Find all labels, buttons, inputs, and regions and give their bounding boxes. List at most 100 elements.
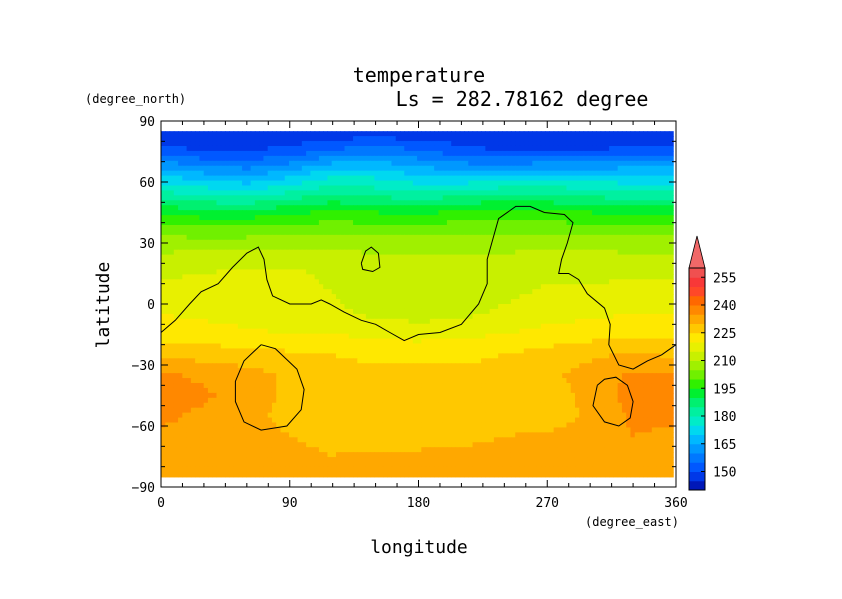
heatmap-cell [549,279,555,285]
heatmap-cell [592,224,597,231]
heatmap-cell [455,289,461,295]
heatmap-cell [421,141,427,147]
heatmap-cell [557,195,563,201]
heatmap-cell [639,180,644,187]
heatmap-cell [429,254,435,261]
heatmap-cell [626,308,632,315]
heatmap-cell [190,239,196,246]
heatmap-cell [280,180,286,187]
heatmap-cell [579,244,585,251]
heatmap-cell [412,308,418,315]
heatmap-cell [417,180,422,187]
heatmap-cell [182,136,188,142]
heatmap-cell [216,323,222,330]
heatmap-cell [660,249,666,256]
heatmap-cell [353,284,358,290]
heatmap-cell [485,131,491,137]
heatmap-cell [203,145,209,152]
heatmap-cell [357,205,363,211]
heatmap-cell [173,180,179,187]
heatmap-cell [425,259,431,266]
heatmap-cell [169,160,175,167]
heatmap-cell [596,313,602,320]
heatmap-cell [455,155,461,162]
heatmap-cell [455,254,461,261]
heatmap-cell [335,244,341,251]
heatmap-cell [169,318,175,325]
heatmap-cell [502,220,508,226]
heatmap-cell [498,170,504,177]
heatmap-cell [579,145,585,152]
heatmap-cell [468,150,474,157]
heatmap-cell [173,229,179,236]
heatmap-cell [442,313,448,320]
heatmap-cell [387,254,393,261]
heatmap-cell [442,205,448,211]
heatmap-cell [404,249,410,256]
heatmap-cell [331,313,337,320]
heatmap-cell [225,145,230,152]
heatmap-cell [365,155,371,162]
heatmap-cell [634,175,640,182]
heatmap-cell [523,195,529,201]
heatmap-cell [254,279,260,285]
heatmap-cell [395,279,401,285]
heatmap-cell [378,170,384,177]
heatmap-cell [630,224,636,231]
heatmap-cell [365,136,371,142]
heatmap-cell [510,165,516,172]
heatmap-cell [604,289,610,295]
heatmap-cell [220,244,226,251]
heatmap-cell [229,195,235,201]
heatmap-cell [395,264,401,271]
heatmap-cell [353,220,358,226]
heatmap-cell [220,195,226,201]
heatmap-cell [327,215,333,221]
heatmap-cell [545,234,550,241]
heatmap-cell [374,308,380,315]
heatmap-cell [382,328,388,335]
heatmap-cell [165,145,171,152]
heatmap-cell [438,259,444,266]
heatmap-cell [242,239,247,246]
heatmap-cell [314,141,320,147]
heatmap-cell [327,308,333,315]
heatmap-cell [207,234,213,241]
heatmap-cell [353,155,358,162]
heatmap-cell [549,224,555,231]
heatmap-cell [357,220,363,226]
heatmap-cell [583,328,589,335]
heatmap-cell [246,190,252,196]
heatmap-cell [557,200,563,206]
heatmap-cell [472,249,478,256]
heatmap-cell [464,294,469,300]
heatmap-cell [532,264,538,271]
heatmap-cell [280,259,286,266]
heatmap-cell [446,259,452,266]
heatmap-cell [293,294,299,300]
heatmap-cell [587,200,593,206]
heatmap-cell [549,195,555,201]
heatmap-cell [651,150,657,157]
heatmap-cell [387,264,393,271]
heatmap-cell [169,185,175,192]
heatmap-cell [404,155,410,162]
heatmap-cell [161,313,166,320]
heatmap-cell [207,200,213,206]
heatmap-cell [331,259,337,266]
heatmap-cell [225,229,230,236]
heatmap-cell [613,294,619,300]
heatmap-cell [562,131,568,137]
heatmap-cell [481,150,486,157]
heatmap-cell [651,259,657,266]
heatmap-cell [293,175,299,182]
heatmap-cell [438,333,444,340]
heatmap-cell [579,323,585,330]
heatmap-cell [639,328,644,335]
heatmap-cell [276,259,282,266]
heatmap-cell [306,220,311,226]
heatmap-cell [378,274,384,280]
heatmap-cell [182,299,188,305]
heatmap-cell [451,239,457,246]
heatmap-cell [515,210,521,216]
